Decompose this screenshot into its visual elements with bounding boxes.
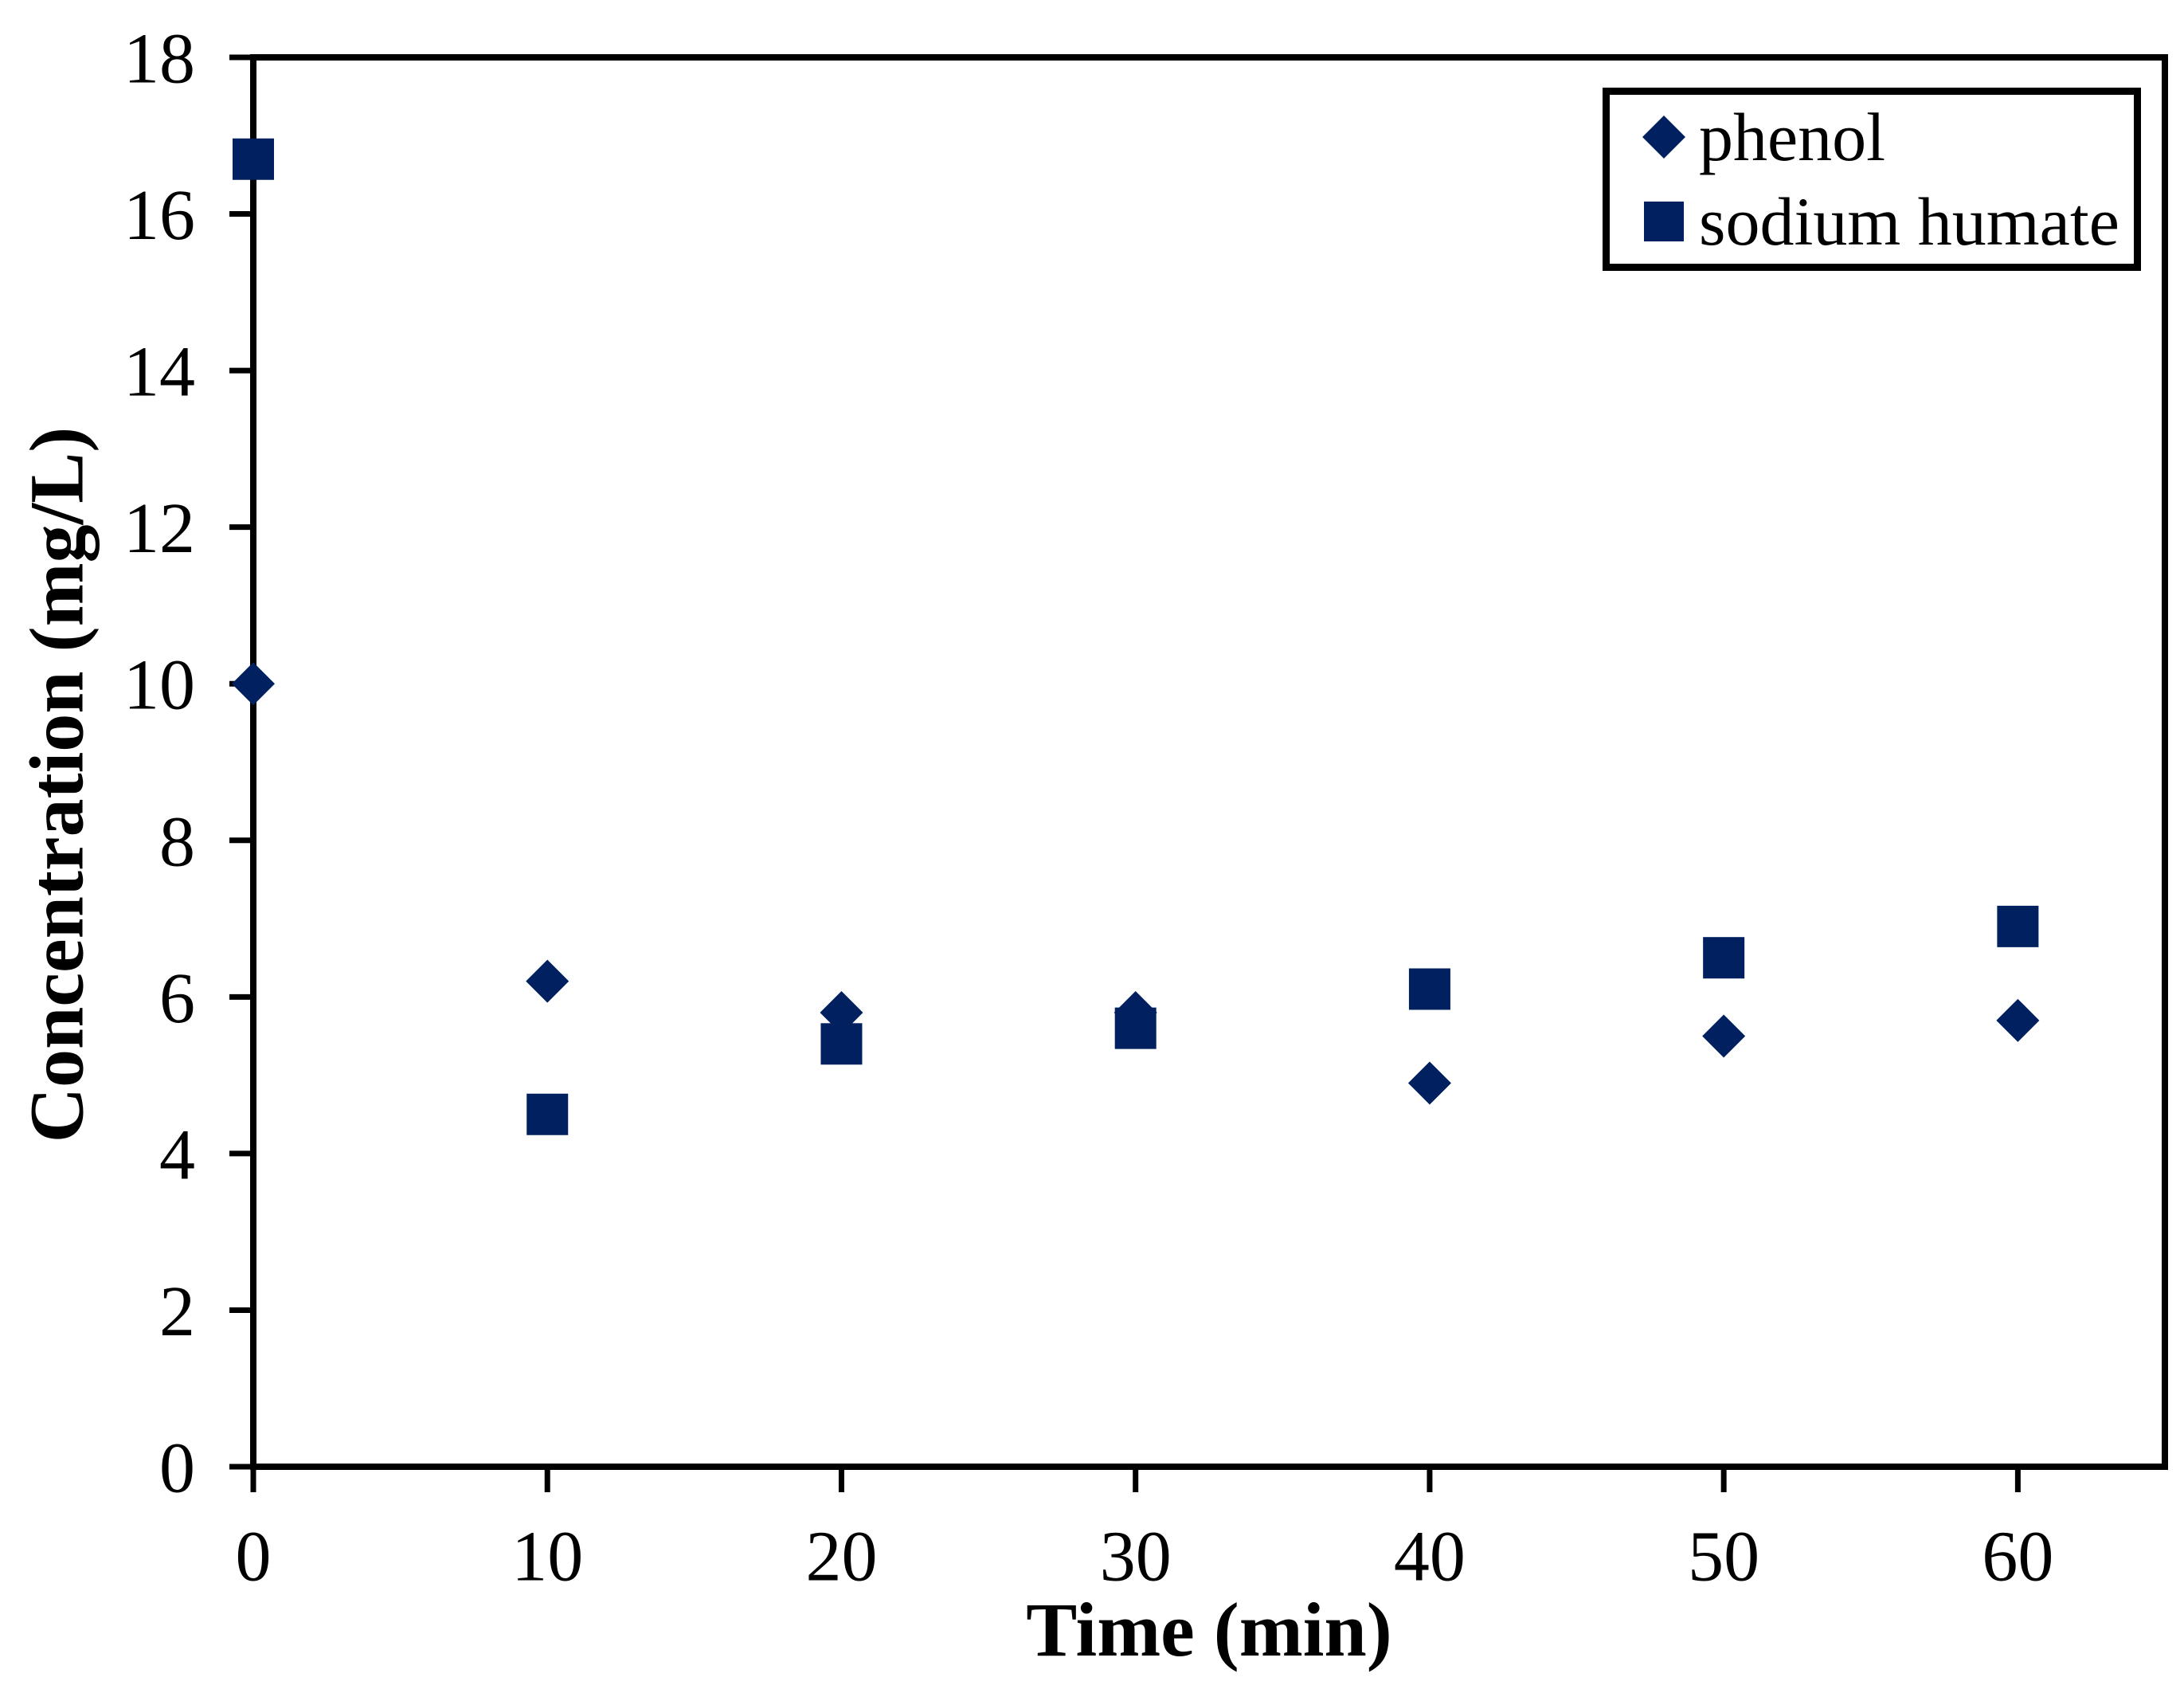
data-point-sodium-humate — [1408, 968, 1450, 1010]
square-marker-icon — [1644, 202, 1684, 241]
y-tick-label: 6 — [159, 959, 195, 1038]
y-tick-label: 16 — [123, 176, 195, 255]
y-tick-label: 14 — [123, 333, 195, 412]
y-tick-label: 18 — [123, 20, 195, 99]
legend-item-sodium-humate: sodium humate — [1642, 179, 2134, 264]
y-tick-label: 8 — [159, 802, 195, 881]
data-point-sodium-humate — [1997, 905, 2039, 947]
y-tick-label: 12 — [123, 489, 195, 568]
plot-frame — [250, 54, 2168, 1470]
data-point-sodium-humate — [233, 138, 274, 180]
data-point-sodium-humate — [1703, 937, 1745, 979]
y-tick-label: 4 — [159, 1115, 195, 1194]
y-tick-label: 2 — [159, 1272, 195, 1351]
legend: phenol sodium humate — [1603, 88, 2141, 271]
x-tick-label: 20 — [805, 1518, 877, 1597]
data-point-phenol — [1407, 1061, 1451, 1105]
x-tick-label: 40 — [1394, 1518, 1466, 1597]
legend-label-phenol: phenol — [1699, 99, 1886, 175]
data-point-phenol — [1996, 998, 2040, 1042]
data-point-phenol — [526, 959, 569, 1003]
x-tick-label: 0 — [236, 1518, 272, 1597]
x-tick-label: 50 — [1688, 1518, 1759, 1597]
x-axis-title: Time (min) — [1026, 1587, 1392, 1672]
x-tick-label: 60 — [1982, 1518, 2053, 1597]
x-tick-label: 30 — [1100, 1518, 1172, 1597]
data-point-phenol — [1702, 1014, 1746, 1058]
data-point-sodium-humate — [526, 1093, 569, 1135]
data-point-sodium-humate — [1114, 1007, 1157, 1049]
data-point-phenol — [232, 662, 275, 706]
diamond-marker-icon — [1642, 116, 1685, 159]
x-tick-label: 10 — [511, 1518, 583, 1597]
legend-item-phenol: phenol — [1642, 95, 2134, 179]
y-tick-label: 0 — [159, 1429, 195, 1508]
data-point-sodium-humate — [820, 1023, 863, 1065]
y-axis-title: Concentration (mg/L) — [14, 426, 100, 1143]
y-tick-label: 10 — [123, 646, 195, 725]
legend-label-sodium-humate: sodium humate — [1699, 183, 2119, 260]
